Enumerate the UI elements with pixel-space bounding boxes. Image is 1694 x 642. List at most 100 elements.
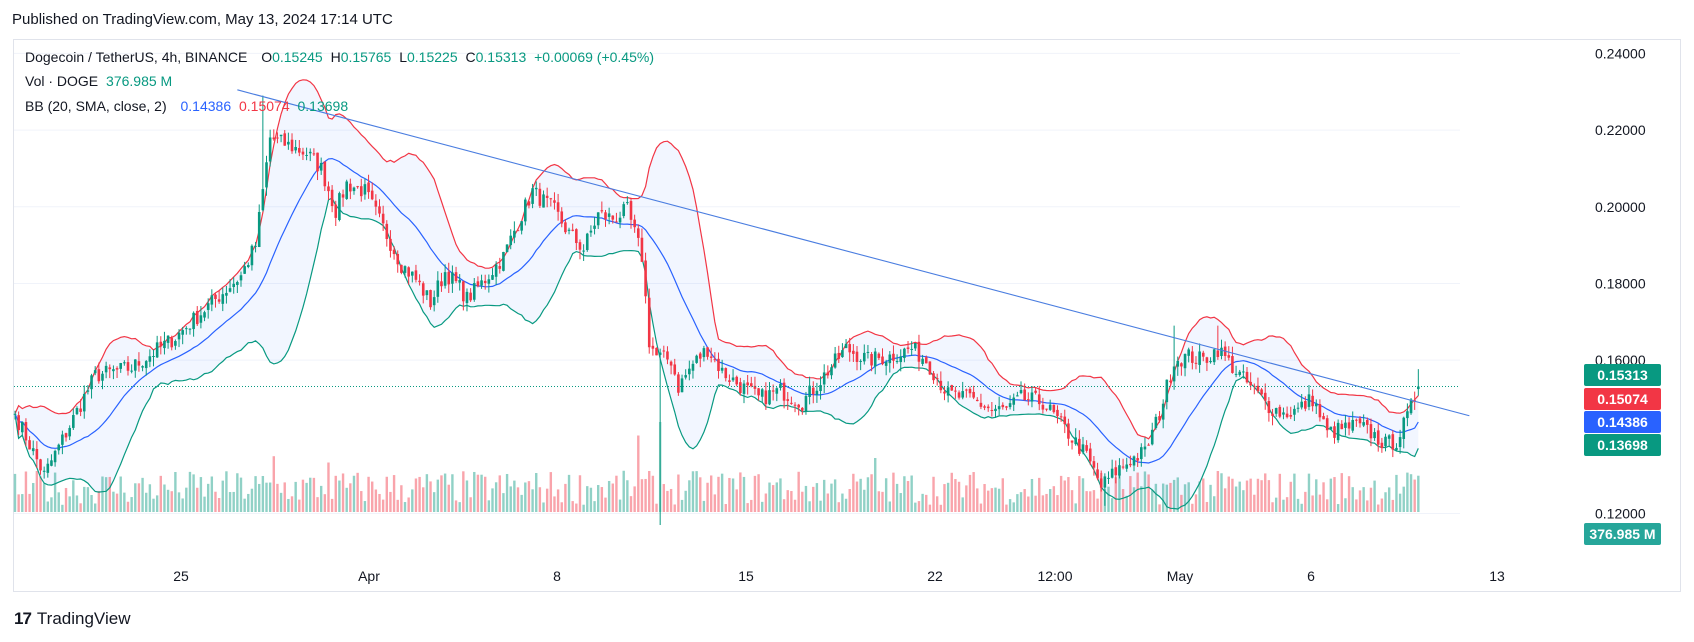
candle-body	[560, 211, 564, 224]
volume-bar	[1264, 473, 1267, 512]
volume-bar	[1238, 481, 1241, 512]
volume-bar	[83, 486, 86, 512]
candle-body	[797, 404, 800, 408]
volume-bar	[454, 500, 458, 512]
volume-bar	[1315, 479, 1318, 512]
volume-bar	[965, 485, 968, 512]
candle-body	[195, 310, 199, 325]
candle-body	[509, 235, 513, 246]
candle-body	[1384, 436, 1387, 447]
candle-body	[1121, 466, 1125, 468]
volume-bar	[513, 480, 516, 512]
candle-body	[895, 361, 899, 363]
candle-body	[575, 229, 578, 244]
volume-bar	[899, 493, 902, 512]
candle-body	[148, 356, 152, 362]
candle-body	[786, 399, 790, 401]
candle-body	[502, 251, 505, 271]
candle-body	[1209, 360, 1212, 363]
candle-body	[728, 380, 731, 382]
candle-body	[370, 190, 374, 200]
candle-body	[903, 348, 906, 359]
candle-body	[1198, 351, 1201, 365]
candle-body	[411, 271, 414, 276]
volume-bar	[1132, 487, 1136, 512]
volume-bar	[232, 491, 235, 512]
candle-body	[881, 356, 884, 365]
footer-brand[interactable]: 17 TradingView	[14, 609, 130, 629]
volume-bar	[1409, 474, 1413, 512]
volume-bar	[90, 495, 93, 512]
candle-body	[1067, 423, 1070, 439]
candle-body	[600, 210, 604, 212]
candle-body	[101, 373, 104, 381]
candle-body	[986, 406, 990, 409]
volume-bar	[535, 473, 538, 512]
volume-bar	[782, 499, 786, 512]
candle-body	[152, 356, 155, 358]
candle-body	[359, 186, 363, 197]
x-tick-label: Apr	[358, 568, 380, 584]
candle-body	[946, 387, 950, 396]
volume-bar	[42, 483, 46, 512]
volume-bar	[881, 491, 884, 512]
volume-bar	[443, 473, 447, 512]
candle-body	[749, 383, 753, 387]
candle-body	[1267, 401, 1271, 414]
volume-bar	[491, 488, 494, 512]
volume-bar	[1161, 483, 1165, 512]
candle-body	[396, 253, 400, 265]
candle-body	[516, 230, 520, 232]
volume-bar	[815, 483, 819, 512]
candle-body	[407, 267, 410, 277]
volume-bar	[954, 479, 957, 512]
volume-bar	[691, 471, 695, 512]
candle-body	[301, 151, 305, 155]
x-tick-label: 22	[927, 568, 943, 584]
candle-body	[319, 162, 323, 171]
volume-bar	[1121, 489, 1125, 512]
candle-body	[549, 198, 553, 200]
candle-body	[564, 222, 567, 233]
volume-bar	[480, 474, 483, 512]
trendline	[237, 89, 1470, 417]
candle-body	[1253, 385, 1256, 387]
volume-bar	[1293, 473, 1296, 512]
volume-bar	[793, 499, 797, 512]
candle-body	[815, 390, 819, 395]
candle-body	[1107, 477, 1110, 479]
volume-bar	[801, 491, 804, 512]
volume-bar	[935, 496, 939, 512]
candle-body	[837, 352, 841, 359]
volume-bar	[1296, 498, 1300, 512]
volume-bar	[731, 478, 735, 512]
volume-bar	[170, 491, 173, 512]
volume-bar	[680, 499, 684, 512]
candle-body	[983, 406, 986, 408]
volume-bar	[46, 501, 50, 512]
volume-bar	[53, 472, 57, 512]
candle-body	[217, 299, 221, 302]
candle-body	[553, 200, 556, 203]
candle-body	[1336, 422, 1340, 441]
candle-body	[556, 202, 560, 212]
candle-body	[462, 281, 465, 302]
volume-bar	[786, 490, 789, 512]
candle-body	[221, 294, 225, 304]
volume-bar	[1387, 487, 1391, 512]
candle-body	[283, 133, 287, 146]
bollinger-upper-line	[14, 79, 1419, 440]
candle-body	[542, 194, 545, 208]
volume-bar	[1001, 478, 1004, 512]
volume-bar	[830, 483, 833, 512]
volume-bar	[290, 496, 294, 512]
candle-body	[742, 383, 746, 394]
candle-body	[414, 270, 418, 280]
candle-body	[870, 354, 873, 366]
volume-bar	[1027, 496, 1030, 512]
volume-bar	[957, 481, 961, 512]
candle-body	[1333, 426, 1336, 438]
candle-body	[808, 385, 811, 397]
candle-body	[779, 383, 782, 388]
